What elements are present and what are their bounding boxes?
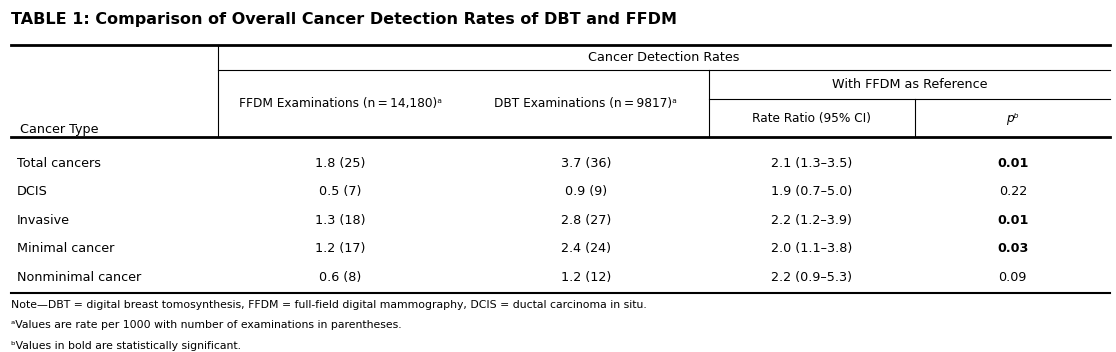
Text: 3.7 (36): 3.7 (36) [560, 157, 612, 170]
Text: 0.9 (9): 0.9 (9) [565, 186, 607, 198]
Text: Cancer Detection Rates: Cancer Detection Rates [588, 51, 740, 64]
Text: 0.09: 0.09 [999, 271, 1027, 284]
Text: ᵇValues in bold are statistically significant.: ᵇValues in bold are statistically signif… [11, 341, 241, 351]
Text: Note—DBT = digital breast tomosynthesis, FFDM = full-field digital mammography, : Note—DBT = digital breast tomosynthesis,… [11, 300, 647, 310]
Text: 1.9 (0.7–5.0): 1.9 (0.7–5.0) [771, 186, 853, 198]
Text: With FFDM as Reference: With FFDM as Reference [831, 78, 988, 91]
Text: Total cancers: Total cancers [17, 157, 100, 170]
Text: DCIS: DCIS [17, 186, 48, 198]
Text: 2.1 (1.3–3.5): 2.1 (1.3–3.5) [771, 157, 853, 170]
Text: 0.6 (8): 0.6 (8) [319, 271, 362, 284]
Text: TABLE 1: Comparison of Overall Cancer Detection Rates of DBT and FFDM: TABLE 1: Comparison of Overall Cancer De… [11, 12, 677, 27]
Text: 0.01: 0.01 [997, 214, 1029, 227]
Text: 1.2 (12): 1.2 (12) [560, 271, 612, 284]
Text: Minimal cancer: Minimal cancer [17, 243, 114, 255]
Text: Nonminimal cancer: Nonminimal cancer [17, 271, 141, 284]
Text: pᵇ: pᵇ [1007, 112, 1019, 125]
Text: Rate Ratio (95% CI): Rate Ratio (95% CI) [752, 112, 872, 125]
Text: FFDM Examinations (n = 14,180)ᵃ: FFDM Examinations (n = 14,180)ᵃ [239, 98, 442, 110]
Text: 2.4 (24): 2.4 (24) [561, 243, 610, 255]
Text: 2.2 (0.9–5.3): 2.2 (0.9–5.3) [771, 271, 853, 284]
Text: 0.01: 0.01 [997, 157, 1029, 170]
Text: 1.2 (17): 1.2 (17) [315, 243, 366, 255]
Text: 2.8 (27): 2.8 (27) [560, 214, 612, 227]
Text: Invasive: Invasive [17, 214, 69, 227]
Text: 1.3 (18): 1.3 (18) [315, 214, 366, 227]
Text: DBT Examinations (n = 9817)ᵃ: DBT Examinations (n = 9817)ᵃ [494, 98, 677, 110]
Text: 1.8 (25): 1.8 (25) [315, 157, 366, 170]
Text: ᵃValues are rate per 1000 with number of examinations in parentheses.: ᵃValues are rate per 1000 with number of… [11, 320, 402, 330]
Text: 0.5 (7): 0.5 (7) [319, 186, 362, 198]
Text: 0.22: 0.22 [999, 186, 1027, 198]
Text: 0.03: 0.03 [997, 243, 1029, 255]
Text: 2.2 (1.2–3.9): 2.2 (1.2–3.9) [771, 214, 853, 227]
Text: Cancer Type: Cancer Type [20, 122, 98, 136]
Text: 2.0 (1.1–3.8): 2.0 (1.1–3.8) [771, 243, 853, 255]
